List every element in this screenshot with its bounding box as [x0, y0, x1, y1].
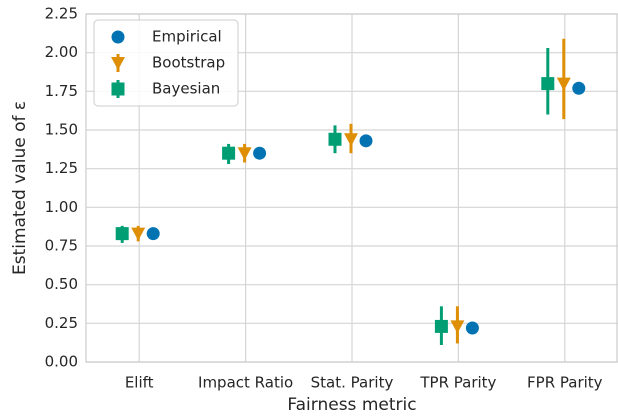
point — [450, 320, 465, 334]
y-tick-label: 1.50 — [45, 121, 78, 139]
y-tick-label: 0.25 — [45, 314, 78, 332]
point — [237, 147, 252, 161]
y-tick-label: 1.00 — [45, 198, 78, 216]
plot-frame — [85, 13, 618, 363]
point — [344, 133, 358, 147]
point — [572, 81, 586, 95]
point — [328, 132, 342, 146]
point — [146, 227, 160, 241]
legend-box — [93, 19, 239, 107]
x-tick-label: Stat. Parity — [311, 374, 394, 392]
legend-marker — [111, 57, 125, 70]
x-axis-label: Fairness metric — [287, 395, 416, 415]
point — [465, 321, 479, 335]
legend-label: Bootstrap — [152, 54, 225, 72]
point — [115, 227, 129, 241]
y-tick-label: 0.50 — [45, 275, 78, 293]
y-tick-label: 1.25 — [45, 159, 78, 177]
x-tick-label: TPR Parity — [419, 374, 496, 392]
y-tick-label: 1.75 — [45, 82, 78, 100]
point — [541, 77, 555, 91]
point — [253, 146, 267, 160]
point — [359, 134, 373, 148]
point — [434, 319, 448, 333]
x-tick-label: FPR Parity — [527, 374, 603, 392]
y-axis-label: Estimated value of ε — [10, 101, 30, 275]
x-tick-label: Impact Ratio — [198, 374, 293, 392]
point — [556, 77, 571, 91]
legend-marker — [111, 30, 125, 44]
legend-label: Bayesian — [152, 80, 220, 98]
y-tick-label: 0.00 — [45, 353, 78, 371]
x-tick-label: Elift — [125, 374, 154, 392]
y-tick-label: 2.25 — [45, 5, 78, 23]
y-tick-label: 2.00 — [45, 43, 78, 61]
legend-marker — [111, 82, 125, 96]
y-tick-label: 0.75 — [45, 237, 78, 255]
point — [131, 227, 146, 241]
point — [222, 146, 236, 160]
legend-label: Empirical — [152, 28, 222, 46]
